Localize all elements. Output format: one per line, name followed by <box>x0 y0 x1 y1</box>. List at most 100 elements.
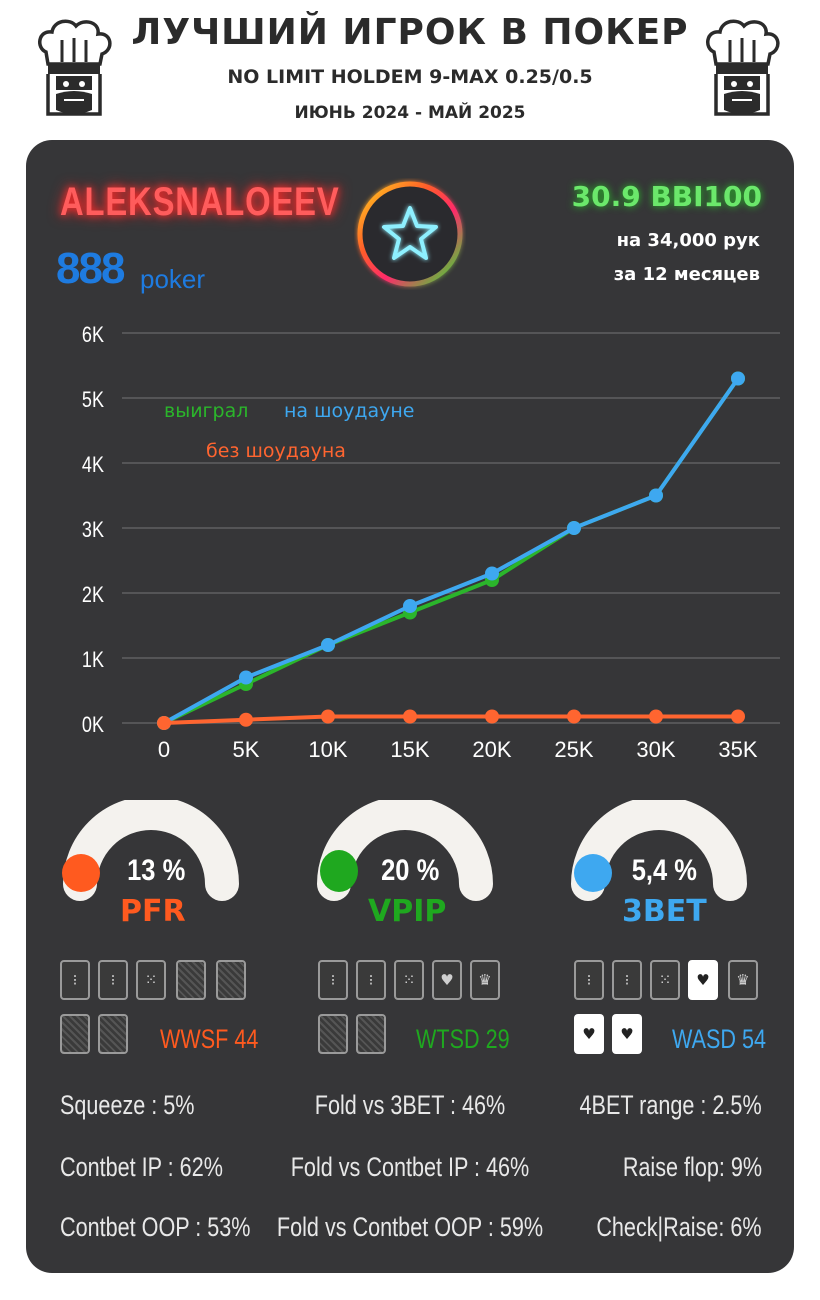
chef-king-icon <box>38 19 112 116</box>
stat-fold-vs-contbet-oop: Fold vs Contbet OOP : 59% <box>276 1212 544 1242</box>
months-count: за 12 месяцев <box>613 264 760 285</box>
card-back-icon <box>216 960 246 1000</box>
x-tick-label: 25K <box>554 737 593 762</box>
heart-card-icon: ♥ <box>688 960 718 1000</box>
playing-card-3: ⁝ <box>98 960 128 1000</box>
x-tick-label: 15K <box>390 737 429 762</box>
gauge-vpip: 20 % VPIP <box>310 800 500 940</box>
data-point <box>731 709 745 724</box>
data-point <box>239 712 253 727</box>
data-point <box>649 488 663 503</box>
gauge-value: 13 % <box>127 854 186 887</box>
winrate-value: 30.9 BBI100 <box>571 180 762 213</box>
data-point <box>157 716 171 730</box>
x-tick-label: 0 <box>158 737 170 762</box>
stat-4bet-range: 4BET range : 2.5% <box>579 1090 762 1120</box>
star-badge-icon <box>357 181 463 287</box>
playing-card-3: ⁝ <box>574 960 604 1000</box>
heart-card-icon: ♥ <box>612 1014 642 1054</box>
winnings-line-chart: 0K 1K 2K 3K 4K 5K 6K 0 5K 10K 15K 20K 25K 30K 35K выигр… <box>82 323 780 762</box>
data-point <box>321 638 335 652</box>
data-point <box>321 709 335 724</box>
y-tick-label: 0K <box>82 713 105 737</box>
data-point <box>567 521 581 535</box>
player-name: ALEKSNALOEEV <box>60 180 340 224</box>
card-back-icon <box>318 1014 348 1054</box>
chef-king-icon <box>706 19 780 116</box>
room-logo-word: poker <box>140 264 206 294</box>
y-tick-label: 4K <box>82 453 105 477</box>
gauge-label: PFR <box>120 894 186 929</box>
stats-card: ALEKSNALOEEV 888 poker 30.9 BBI100 на 34… <box>26 140 794 1273</box>
data-point <box>649 709 663 724</box>
data-point <box>239 670 253 685</box>
crown-card-icon: ♛ <box>470 960 500 1000</box>
playing-card-5: ⁙ <box>136 960 166 1000</box>
gauge-dot <box>574 854 612 892</box>
data-point <box>567 709 581 724</box>
series-line <box>163 377 740 725</box>
legend-label: выиграл <box>164 400 248 422</box>
series-line <box>163 377 740 725</box>
card-back-icon <box>60 1014 90 1054</box>
playing-card-3: ⁝ <box>612 960 642 1000</box>
card-back-icon <box>98 1014 128 1054</box>
playing-card-3: ⁝ <box>318 960 348 1000</box>
x-tick-label: 20K <box>472 737 511 762</box>
data-point <box>403 599 417 613</box>
gauge-value: 5,4 % <box>631 854 697 887</box>
y-tick-label: 2K <box>82 583 105 607</box>
card-back-icon <box>356 1014 386 1054</box>
gauge-3bet: 5,4 % 3BET <box>564 800 754 940</box>
legend-label: без шоудауна <box>206 440 346 462</box>
x-tick-label: 30K <box>636 737 675 762</box>
header: ЛУЧШИЙ ИГРОК В ПОКЕР NO LIMIT HOLDEM 9-M… <box>0 0 820 140</box>
gauge-label: VPIP <box>368 894 447 929</box>
data-point <box>403 709 417 724</box>
gauge-arc <box>571 800 747 901</box>
gauge-dot <box>62 854 100 892</box>
stat-fold-vs-3bet: Fold vs 3BET : 46% <box>314 1090 506 1120</box>
legend-label: на шоудауне <box>284 400 415 422</box>
stat-contbet-ip: Contbet IP : 62% <box>60 1152 223 1182</box>
data-point <box>731 371 745 386</box>
y-tick-label: 1K <box>82 648 105 672</box>
gauge-value: 20 % <box>381 854 440 887</box>
card-group-3bet: ⁝ ⁝ ⁙ ♥ ♛ ♥ ♥ <box>574 960 774 1060</box>
wwsf-stat: WWSF 44 <box>160 1024 259 1054</box>
stat-check-raise: Check|Raise: 6% <box>596 1212 762 1242</box>
playing-card-5: ⁙ <box>650 960 680 1000</box>
data-point <box>485 709 499 724</box>
heart-card-icon: ♥ <box>432 960 462 1000</box>
y-tick-label: 3K <box>82 518 105 542</box>
heart-card-icon: ♥ <box>574 1014 604 1054</box>
data-point <box>485 566 499 581</box>
card-group-vpip: ⁝ ⁝ ⁙ ♥ ♛ <box>318 960 558 1060</box>
gauge-arc <box>63 800 239 901</box>
x-tick-label: 5K <box>233 737 260 762</box>
stat-contbet-oop: Contbet OOP : 53% <box>60 1212 251 1242</box>
card-back-icon <box>176 960 206 1000</box>
y-tick-label: 5K <box>82 388 105 412</box>
series-line <box>163 714 738 725</box>
period-label: ИЮНЬ 2024 - МАЙ 2025 <box>294 103 526 123</box>
stat-fold-vs-contbet-ip: Fold vs Contbet IP : 46% <box>290 1152 530 1182</box>
page-subtitle: NO LIMIT HOLDEM 9-MAX 0.25/0.5 <box>227 66 593 88</box>
card-group-pfr: ⁝ ⁝ ⁙ <box>60 960 300 1060</box>
wasd-stat: WASD 54 <box>672 1024 767 1054</box>
playing-card-3: ⁝ <box>356 960 386 1000</box>
stat-squeeze: Squeeze : 5% <box>60 1090 195 1120</box>
x-tick-label: 35K <box>718 737 757 762</box>
gauge-pfr: 13 % PFR <box>56 800 246 940</box>
crown-card-icon: ♛ <box>728 960 758 1000</box>
playing-card-3: ⁝ <box>60 960 90 1000</box>
gauge-dot <box>320 850 358 892</box>
wtsd-stat: WTSD 29 <box>416 1024 510 1054</box>
y-tick-label: 6K <box>82 323 105 347</box>
gauge-label: 3BET <box>622 894 707 929</box>
room-logo-number: 888 <box>56 244 125 293</box>
x-tick-label: 10K <box>308 737 347 762</box>
page-title: ЛУЧШИЙ ИГРОК В ПОКЕР <box>131 12 689 53</box>
stat-raise-flop: Raise flop: 9% <box>622 1152 762 1182</box>
playing-card-5: ⁙ <box>394 960 424 1000</box>
